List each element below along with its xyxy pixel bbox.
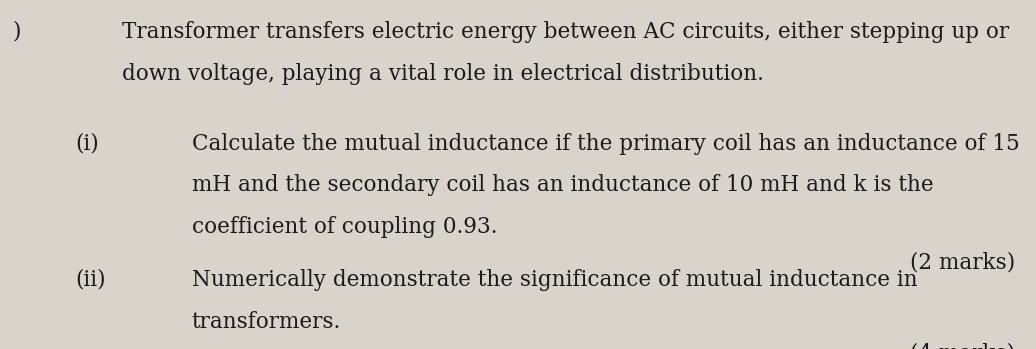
Text: ): ): [12, 21, 21, 43]
Text: (4 marks): (4 marks): [911, 342, 1015, 349]
Text: (ii): (ii): [76, 269, 107, 291]
Text: down voltage, playing a vital role in electrical distribution.: down voltage, playing a vital role in el…: [122, 63, 765, 85]
Text: (2 marks): (2 marks): [910, 251, 1015, 273]
Text: (i): (i): [76, 133, 99, 155]
Text: Calculate the mutual inductance if the primary coil has an inductance of 15: Calculate the mutual inductance if the p…: [192, 133, 1019, 155]
Text: mH and the secondary coil has an inductance of 10 mH and k is the: mH and the secondary coil has an inducta…: [192, 174, 933, 196]
Text: Numerically demonstrate the significance of mutual inductance in: Numerically demonstrate the significance…: [192, 269, 917, 291]
Text: Transformer transfers electric energy between AC circuits, either stepping up or: Transformer transfers electric energy be…: [122, 21, 1009, 43]
Text: coefficient of coupling 0.93.: coefficient of coupling 0.93.: [192, 216, 497, 238]
Text: transformers.: transformers.: [192, 311, 341, 333]
